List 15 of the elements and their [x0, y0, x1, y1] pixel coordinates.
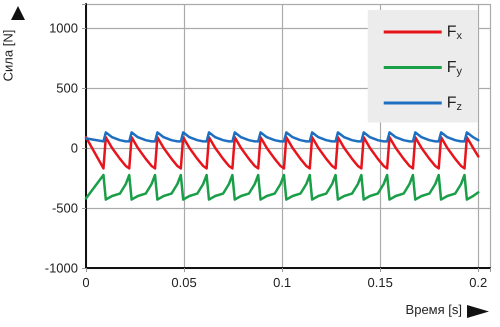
- y-tick-label: 1000: [49, 20, 78, 36]
- x-tick-label: 0.05: [171, 275, 197, 290]
- line-series: [84, 174, 480, 201]
- x-tick-label: 0.1: [273, 275, 292, 290]
- y-tick-label: -1000: [44, 260, 78, 276]
- y-tick-label: 0: [70, 140, 78, 156]
- y-tick-label: 500: [56, 80, 78, 96]
- x-tick-label: 0.2: [469, 275, 488, 290]
- y-axis-title: Сила [N]: [0, 30, 16, 82]
- line-series: [84, 131, 480, 143]
- y-tick-label: -500: [52, 200, 78, 216]
- line-series: [84, 136, 480, 170]
- x-tick-label: 0: [82, 275, 90, 290]
- x-tick-label: 0.15: [368, 275, 393, 290]
- x-axis-title: Время [s]: [406, 302, 462, 317]
